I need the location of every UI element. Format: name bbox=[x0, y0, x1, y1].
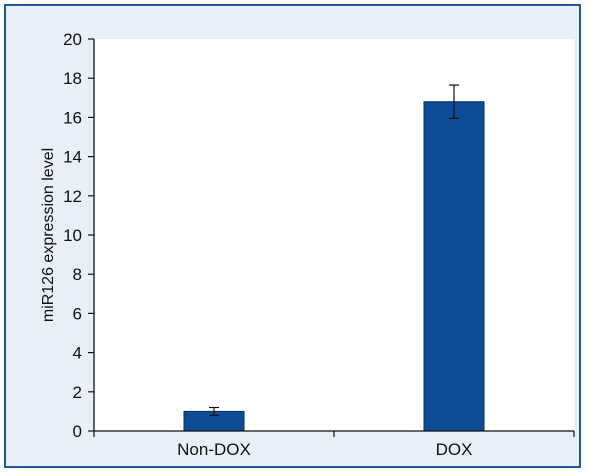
y-axis-label: miR126 expression level bbox=[40, 148, 57, 322]
x-tick-label: DOX bbox=[436, 440, 473, 459]
y-tick-label: 10 bbox=[63, 226, 82, 245]
y-tick-label: 2 bbox=[73, 383, 82, 402]
y-tick-label: 12 bbox=[63, 187, 82, 206]
y-tick-label: 14 bbox=[63, 148, 82, 167]
chart-marks bbox=[183, 84, 485, 432]
y-tick-label: 8 bbox=[73, 265, 82, 284]
chart-axes: Non-DOX DOX 0 2 4 6 8 10 12 14 16 18 20 bbox=[63, 30, 575, 459]
y-tick-label: 4 bbox=[73, 344, 82, 363]
y-tick-label: 16 bbox=[63, 108, 82, 127]
y-tick-label: 20 bbox=[63, 30, 82, 49]
plot-area bbox=[94, 39, 574, 431]
bar-dox bbox=[423, 101, 485, 432]
y-tick-label: 0 bbox=[73, 422, 82, 441]
x-tick-label: Non-DOX bbox=[177, 440, 251, 459]
y-tick-label: 6 bbox=[73, 304, 82, 323]
y-tick-label: 18 bbox=[63, 69, 82, 88]
